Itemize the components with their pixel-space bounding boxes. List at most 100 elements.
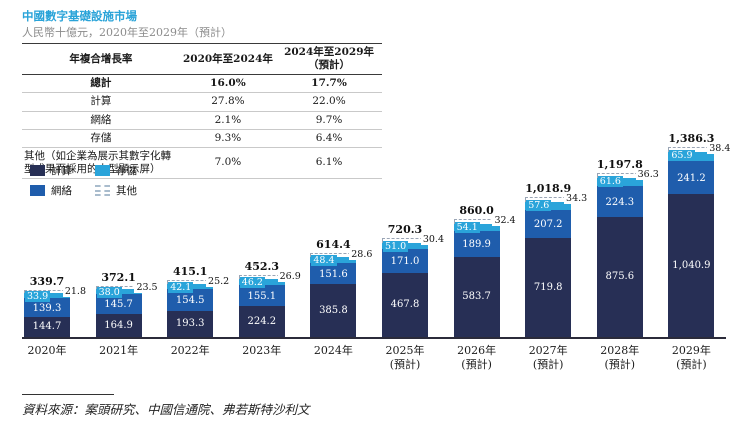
x-axis-label: 2027年 (預計) (528, 344, 568, 372)
cagr-2024-2029: 6.1% (315, 156, 343, 169)
storage-value-label: 38.0 (96, 287, 122, 299)
legend-row: 網絡 其他 (30, 183, 137, 198)
table-row: 網絡 2.1% 9.7% (22, 111, 382, 130)
x-axis-label: 2023年 (242, 344, 282, 357)
total-value-label: 1,386.3 (668, 132, 715, 146)
chart-legend: 計算 存儲 網絡 其他 (30, 163, 137, 203)
legend-label: 其他 (116, 185, 137, 197)
storage-value-label: 46.2 (239, 276, 265, 288)
total-value-label: 614.4 (316, 237, 351, 251)
other-value-label: 23.5 (134, 282, 160, 294)
segment-network: 145.7 (95, 294, 142, 315)
table-header-row: 年複合增長率 2020年至2024年 2024年至2029年（預計） (22, 43, 382, 75)
cagr-2020-2024: 27.8% (211, 95, 245, 108)
segment-compute: 193.3 (167, 310, 214, 337)
compute-value-label: 164.9 (104, 319, 133, 331)
bar-2022年: 415.1 25.2 42.1 154.5 193.3 (167, 265, 232, 337)
x-axis-label: 2022年 (170, 344, 210, 357)
cagr-2020-2024: 16.0% (210, 77, 246, 90)
cagr-2020-2024: 7.0% (214, 156, 242, 169)
bar-2021年: 372.1 23.5 38.0 145.7 164.9 (95, 271, 160, 337)
cagr-2020-2024: 9.3% (214, 131, 242, 144)
legend-label: 網絡 (51, 185, 72, 197)
segment-network: 154.5 (167, 289, 214, 311)
network-value-label: 189.9 (462, 239, 491, 251)
segment-compute: 875.6 (596, 217, 643, 337)
segment-network: 241.2 (668, 161, 715, 195)
table-row: 總計 16.0% 17.7% (22, 75, 382, 93)
legend-label: 計算 (51, 165, 72, 177)
bar-2024年: 614.4 28.6 48.4 151.6 385.8 (310, 238, 375, 337)
network-value-label: 155.1 (247, 290, 277, 302)
row-label: 計算 (90, 95, 112, 108)
source-divider (22, 394, 114, 395)
storage-value-label: 42.1 (168, 281, 194, 293)
network-value-label: 154.5 (175, 294, 205, 306)
network-value-label: 139.3 (32, 302, 62, 314)
other-value-label: 26.9 (277, 271, 303, 283)
legend-item-network: 網絡 (30, 183, 95, 198)
total-value-label: 860.0 (459, 204, 494, 218)
compute-value-label: 875.6 (605, 271, 635, 282)
x-axis-label: 2021年 (99, 344, 139, 357)
table-row: 計算 27.8% 22.0% (22, 93, 382, 111)
bar-2028年: 1,197.8 36.3 61.6 224.3 875.6 (596, 158, 661, 337)
storage-value-label: 48.4 (311, 254, 337, 266)
x-axis-line (22, 337, 726, 339)
page-title: 中國數字基礎設施市場 (22, 11, 137, 23)
table-row: 其他（如企業為展示其數字化轉型成果而採用的大型顯示屏） 7.0% 6.1% (22, 147, 382, 179)
legend-item-other: 其他 (95, 183, 137, 198)
total-value-label: 1,018.9 (525, 182, 572, 196)
total-value-label: 415.1 (172, 265, 208, 279)
bar-2025年: 720.3 30.4 51.0 171.0 467.8 (382, 223, 446, 337)
bar-2027年: 1,018.9 34.3 57.6 207.2 719.8 (525, 182, 590, 337)
segment-network: 207.2 (525, 210, 572, 239)
other-value-label: 30.4 (420, 234, 446, 246)
compute-value-label: 467.8 (390, 298, 420, 310)
segment-compute: 583.7 (453, 257, 500, 337)
x-axis-label: 2029年 (預計) (671, 344, 711, 372)
x-axis-label: 2024年 (313, 344, 353, 357)
compute-swatch-icon (30, 165, 45, 176)
storage-value-label: 51.0 (383, 240, 409, 252)
storage-value-label: 57.6 (526, 200, 552, 212)
segment-compute: 1,040.9 (668, 194, 715, 337)
network-value-label: 171.0 (390, 256, 420, 268)
legend-row: 計算 存儲 (30, 163, 137, 178)
compute-value-label: 385.8 (319, 304, 348, 316)
compute-value-label: 224.2 (247, 315, 277, 327)
compute-value-label: 1,040.9 (672, 259, 711, 271)
table-header-period1: 2020年至2024年 (182, 52, 273, 65)
total-value-label: 720.3 (387, 223, 423, 237)
compute-value-label: 144.7 (32, 321, 62, 333)
segment-compute: 385.8 (310, 284, 357, 337)
cagr-2024-2029: 9.7% (315, 113, 343, 126)
other-value-label: 34.3 (564, 193, 590, 205)
segment-compute: 224.2 (238, 306, 285, 337)
legend-item-storage: 存儲 (95, 163, 137, 178)
cagr-table: 年複合增長率 2020年至2024年 2024年至2029年（預計） 總計 16.… (22, 43, 382, 179)
segment-network: 224.3 (596, 186, 643, 218)
other-value-label: 25.2 (206, 276, 232, 288)
x-axis-label: 2026年 (預計) (457, 344, 497, 372)
table-row: 存儲 9.3% 6.4% (22, 129, 382, 148)
compute-value-label: 193.3 (175, 317, 205, 329)
network-value-label: 207.2 (533, 219, 563, 231)
table-header-period2: 2024年至2029年（預計） (284, 46, 375, 72)
storage-value-label: 33.9 (25, 291, 51, 303)
row-label: 網絡 (90, 113, 112, 126)
segment-compute: 467.8 (382, 272, 428, 337)
total-value-label: 1,197.8 (596, 157, 643, 171)
network-value-label: 241.2 (677, 172, 706, 184)
compute-value-label: 583.7 (462, 291, 491, 302)
storage-value-label: 61.6 (597, 175, 623, 187)
other-value-label: 36.3 (635, 168, 661, 180)
network-value-label: 224.3 (605, 196, 635, 208)
compute-value-label: 719.8 (533, 281, 563, 293)
total-value-label: 339.7 (29, 275, 65, 289)
segment-network: 151.6 (310, 263, 357, 285)
network-swatch-icon (30, 185, 45, 196)
segment-compute: 144.7 (24, 317, 70, 337)
